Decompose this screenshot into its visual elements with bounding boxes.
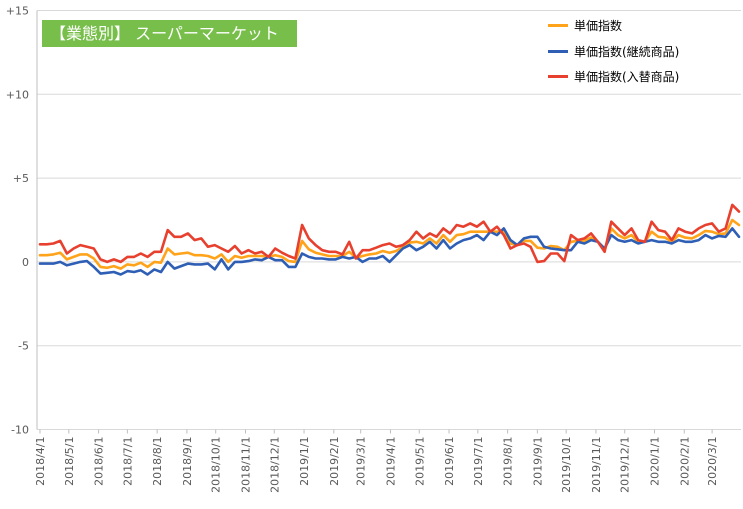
x-tick-label: 2018/11/1 [239, 437, 252, 493]
y-tick-label: +15 [6, 5, 29, 18]
x-tick-label: 2018/4/1 [34, 437, 47, 486]
series-line-continuing-products [38, 227, 741, 276]
x-tick-label: 2019/4/1 [384, 437, 397, 486]
x-tick-label: 2018/12/1 [268, 437, 281, 493]
x-tick-label: 2019/6/1 [443, 437, 456, 486]
y-tick-label: +10 [6, 88, 29, 101]
series-line-unit-price-index [38, 218, 741, 270]
x-tick-label: 2018/8/1 [151, 437, 164, 486]
x-tick-label: 2018/7/1 [121, 437, 134, 486]
chart-title: 【業態別】 スーパーマーケット [50, 24, 279, 43]
x-tick-label: 2019/10/1 [560, 437, 573, 493]
legend-item-replaced-products: 単価指数(入替商品) [548, 64, 738, 90]
series-line-replaced-products [38, 203, 741, 264]
y-tick-label: -5 [18, 340, 29, 353]
x-tick-label: 2019/8/1 [502, 437, 515, 486]
x-tick-label: 2019/5/1 [413, 437, 426, 486]
legend-swatch-replaced-products [548, 75, 568, 79]
y-tick-label: 0 [22, 256, 29, 269]
x-tick-label: 2019/12/1 [619, 437, 632, 493]
y-tick-label: -10 [11, 424, 29, 437]
legend-swatch-continuing-products [548, 49, 568, 53]
legend-item-continuing-products: 単価指数(継続商品) [548, 39, 738, 65]
x-tick-label: 2019/11/1 [590, 437, 603, 493]
x-tick-label: 2018/9/1 [181, 437, 194, 486]
legend: 単価指数 単価指数(継続商品) 単価指数(入替商品) [548, 13, 738, 90]
x-tick-label: 2018/6/1 [93, 437, 106, 486]
x-tick-label: 2019/2/1 [328, 437, 341, 486]
x-tick-label: 2019/3/1 [355, 437, 368, 486]
y-tick-label: +5 [13, 172, 29, 185]
x-tick-label: 2019/9/1 [531, 437, 544, 486]
x-tick-label: 2019/7/1 [472, 437, 485, 486]
x-tick-label: 2019/1/1 [298, 437, 311, 486]
legend-item-unit-price-index: 単価指数 [548, 13, 738, 39]
legend-label: 単価指数(継続商品) [574, 44, 680, 59]
x-tick-label: 2020/2/1 [678, 437, 691, 486]
legend-label: 単価指数 [574, 19, 623, 34]
series-lines [38, 203, 741, 276]
x-tick-label: 2020/1/1 [649, 437, 662, 486]
y-tick-labels: +15 +10 +5 0 -5 -10 [6, 5, 29, 437]
x-tick-label: 2020/3/1 [706, 437, 719, 486]
x-tick-labels: 2018/4/1 2018/5/1 2018/6/1 2018/7/1 2018/8/1… [34, 437, 719, 493]
x-tick-label: 2018/10/1 [210, 437, 223, 493]
x-tick-label: 2018/5/1 [63, 437, 76, 486]
chart-title-box: 【業態別】 スーパーマーケット [42, 20, 297, 47]
legend-label: 単価指数(入替商品) [574, 70, 680, 85]
legend-swatch-unit-price-index [548, 24, 568, 28]
